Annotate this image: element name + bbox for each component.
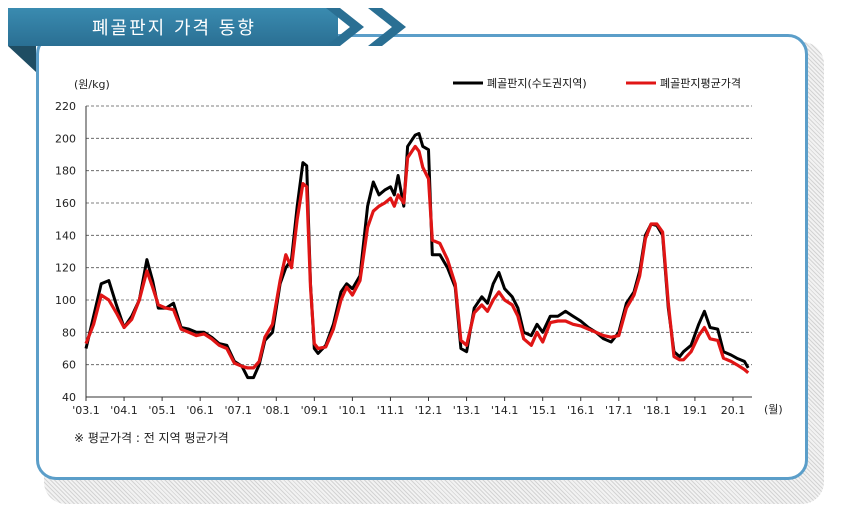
x-tick-label: '07.1 (224, 404, 252, 417)
y-tick-labels: 40 60 80 100 120 140 160 180 200 220 (55, 100, 76, 404)
y-tick-label: 60 (62, 359, 76, 372)
series-line-capital (84, 132, 750, 380)
chart-frame (36, 34, 808, 480)
y-tick-label: 220 (55, 100, 76, 113)
legend-label-average: 폐골판지평균가격 (660, 77, 741, 90)
x-tick-label: '04.1 (110, 404, 138, 417)
banner-fold (8, 46, 36, 72)
x-tick-label: '10.1 (339, 404, 367, 417)
y-tick-label: 80 (62, 326, 76, 339)
x-tick-label: 20.1 (721, 404, 746, 417)
y-tick-label: 40 (62, 391, 76, 404)
x-tick-label: '14.1 (491, 404, 519, 417)
x-tick-labels: '03.1 '04.1 '05.1 '06.1 '07.1 '08.1 '09.1 '10.1… (72, 404, 745, 417)
x-tick-label: '17.1 (605, 404, 633, 417)
x-tick-label: '12.1 (415, 404, 443, 417)
x-tick-label: '06.1 (186, 404, 214, 417)
x-tick-label: '16.1 (567, 404, 595, 417)
y-tick-label: 160 (55, 197, 76, 210)
legend: 폐골판지(수도권지역) 폐골판지평균가격 (453, 77, 741, 90)
x-tick-label: '08.1 (263, 404, 291, 417)
series-line-average (84, 144, 750, 375)
x-tick-label: '09.1 (301, 404, 329, 417)
y-tick-label: 180 (55, 165, 76, 178)
y-tick-label: 100 (55, 294, 76, 307)
grid-lines (86, 105, 752, 366)
x-tick-label: '18.1 (643, 404, 671, 417)
x-tick-label: '15.1 (529, 404, 557, 417)
x-tick-label: 19.1 (683, 404, 708, 417)
chevron-right-icon (326, 8, 364, 46)
series-lines (84, 132, 750, 380)
y-tick-label: 140 (55, 229, 76, 242)
x-tick-label: '11.1 (377, 404, 405, 417)
x-tick-label: '13.1 (453, 404, 481, 417)
x-tick-label: '03.1 (72, 404, 100, 417)
legend-label-capital: 폐골판지(수도권지역) (487, 77, 587, 90)
y-tick-label: 120 (55, 262, 76, 275)
y-tick-label: 200 (55, 132, 76, 145)
x-tick-label: '05.1 (148, 404, 176, 417)
footnote: ※ 평균가격 : 전 지역 평균가격 (74, 431, 229, 445)
banner-title: 폐골판지 가격 동향 (8, 8, 338, 46)
y-axis-unit-label: (원/kg) (74, 78, 110, 91)
chevron-right-icon (368, 8, 406, 46)
x-axis-unit-label: (월) (764, 403, 783, 416)
